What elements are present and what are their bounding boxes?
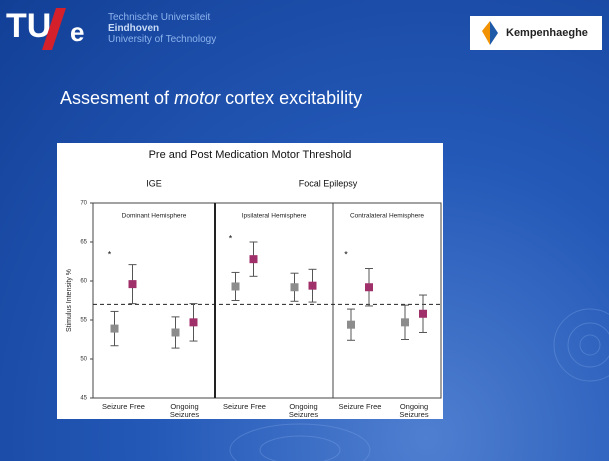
point [401, 318, 409, 327]
panel-title: Dominant Hemisphere [122, 213, 187, 220]
y-axis-label: Stimulus Intensity % [66, 269, 73, 332]
annotation: * [229, 233, 233, 243]
panel-title: Ipsilateral Hemisphere [242, 213, 307, 220]
chart-title: Pre and Post Medication Motor Threshold [149, 149, 352, 161]
point [308, 281, 317, 290]
y-tick-label: 45 [80, 396, 87, 402]
logo-e: e [70, 17, 84, 47]
x-tick-label: Seizure Free [338, 402, 382, 411]
annotation: * [108, 250, 112, 260]
partner-icon [482, 21, 498, 45]
point [171, 328, 180, 337]
tue-logo: TU e [6, 7, 84, 50]
point [128, 280, 137, 289]
point [290, 283, 299, 292]
panel-title: Contralateral Hemisphere [350, 213, 424, 220]
y-tick-label: 70 [80, 201, 87, 207]
point [231, 282, 240, 291]
university-line: Technische Universiteit [108, 12, 211, 23]
y-tick-label: 60 [80, 279, 87, 285]
y-tick-label: 55 [80, 318, 87, 324]
logo-slash [42, 8, 66, 50]
x-tick-label: Ongoing Seizures [288, 402, 319, 419]
y-tick-label: 65 [80, 240, 87, 246]
university-line: University of Technology [108, 34, 217, 45]
x-tick-label: Seizure Free [102, 402, 145, 411]
point [249, 255, 258, 264]
point [419, 309, 427, 318]
chart-image: Pre and Post Medication Motor Threshold 4… [57, 143, 443, 419]
plot-frame [92, 202, 442, 399]
annotation: * [344, 250, 348, 260]
chart: Pre and Post Medication Motor Threshold 4… [66, 149, 442, 402]
university-name: Technische Universiteit Eindhoven Univer… [108, 12, 216, 45]
partner-logo: Kempenhaeghe [470, 16, 602, 50]
group-label: IGE [146, 178, 162, 188]
point [347, 320, 355, 329]
x-tick-label: Ongoing Seizures [399, 402, 429, 419]
title-part: motor [174, 88, 221, 108]
university-line: Eindhoven [108, 23, 160, 34]
point [110, 324, 119, 333]
y-tick-label: 50 [80, 357, 87, 363]
title-part: cortex excitability [225, 88, 363, 108]
point [189, 318, 198, 327]
x-tick-label: Seizure Free [223, 402, 266, 411]
point [365, 283, 373, 292]
group-label: Focal Epilepsy [299, 178, 358, 188]
title-part: Assesment of [60, 88, 170, 108]
slide-title: Assesment of motor cortex excitability [60, 88, 362, 109]
x-tick-label: Ongoing Seizures [169, 402, 200, 419]
logo-tu: TU [6, 7, 51, 45]
partner-name: Kempenhaeghe [506, 27, 588, 39]
